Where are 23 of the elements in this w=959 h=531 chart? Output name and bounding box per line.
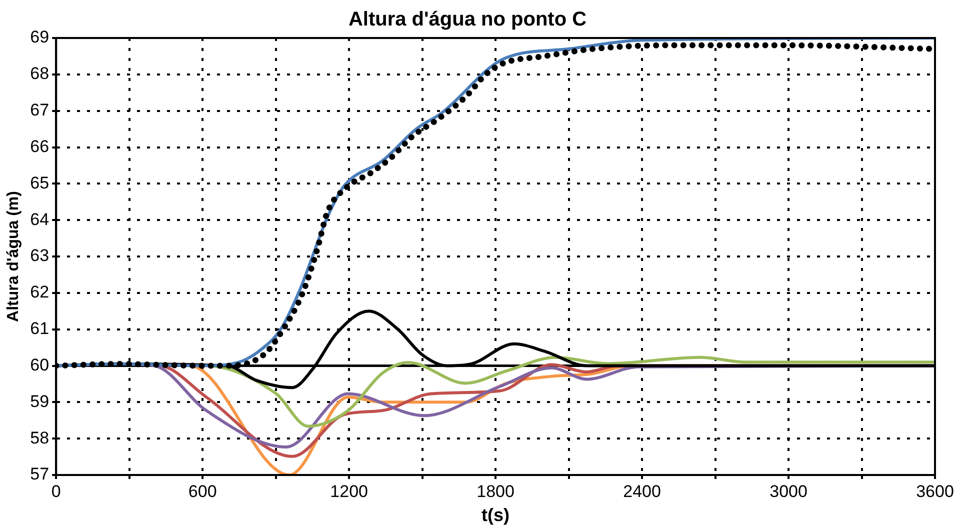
x-tick-label: 3600 (916, 482, 954, 501)
x-tick-label: 1800 (476, 482, 514, 501)
x-tick-label: 1200 (330, 482, 368, 501)
y-tick-label: 64 (30, 210, 50, 229)
y-tick-label: 69 (30, 28, 50, 47)
x-tick-label: 600 (188, 482, 217, 501)
y-tick-label: 68 (30, 64, 50, 84)
y-tick-label: 65 (30, 173, 50, 192)
y-tick-label: 61 (30, 319, 50, 338)
x-tick-label: 2400 (623, 482, 661, 501)
y-tick-label: 67 (30, 100, 50, 120)
y-tick-label: 57 (30, 464, 50, 484)
y-tick-label: 63 (30, 246, 50, 266)
chart-title: Altura d'água no ponto C (348, 8, 587, 31)
y-tick-label: 59 (30, 392, 50, 411)
y-tick-label: 62 (30, 282, 50, 302)
y-tick-label: 60 (30, 355, 50, 374)
x-tick-label: 3000 (770, 482, 808, 501)
y-axis-title: Altura d'água (m) (5, 191, 22, 322)
y-tick-label: 66 (30, 136, 50, 156)
x-axis-title: t(s) (482, 505, 510, 526)
y-tick-label: 58 (30, 428, 50, 448)
x-tick-label: 0 (51, 482, 61, 501)
